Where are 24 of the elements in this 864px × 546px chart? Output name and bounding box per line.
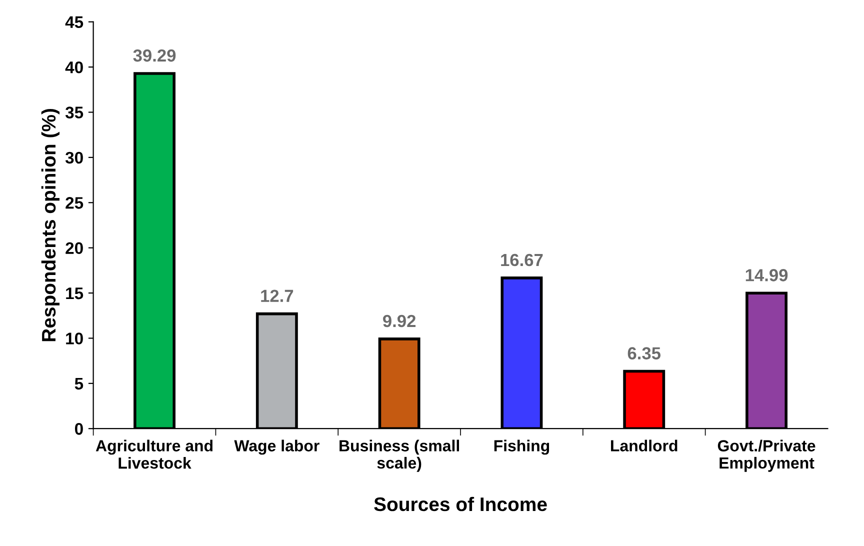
y-tick-label: 5 (74, 378, 84, 390)
data-label: 16.67 (501, 254, 543, 266)
x-axis-title: Sources of Income (374, 496, 547, 512)
y-tick-label: 30 (65, 152, 83, 164)
x-tick-label: Wage labor (234, 440, 320, 455)
x-tick-label: Landlord (611, 440, 678, 452)
x-tick-label: Business (small scale) (340, 440, 459, 472)
y-tick-label: 10 (66, 332, 83, 344)
y-tick-label: 40 (65, 61, 83, 74)
x-tick-label: Agriculture and Livestock (96, 440, 212, 469)
data-label: 6.35 (628, 347, 661, 360)
y-tick-label: 0 (74, 423, 83, 435)
y-axis-title: Respondents opinion (%) (41, 108, 60, 342)
data-label: 12.7 (261, 290, 294, 302)
x-tick-label: Govt./Private Employment (718, 440, 816, 472)
y-tick-label: 45 (65, 16, 84, 28)
y-tick-label: 35 (65, 106, 84, 118)
x-tick-label: Fishing (494, 440, 550, 455)
data-label: 39.29 (133, 49, 176, 62)
y-tick-label: 15 (66, 288, 84, 300)
y-tick-label: 25 (66, 197, 84, 209)
data-label: 14.99 (746, 269, 788, 282)
y-tick-label: 20 (66, 242, 83, 254)
data-label: 9.92 (383, 314, 416, 328)
